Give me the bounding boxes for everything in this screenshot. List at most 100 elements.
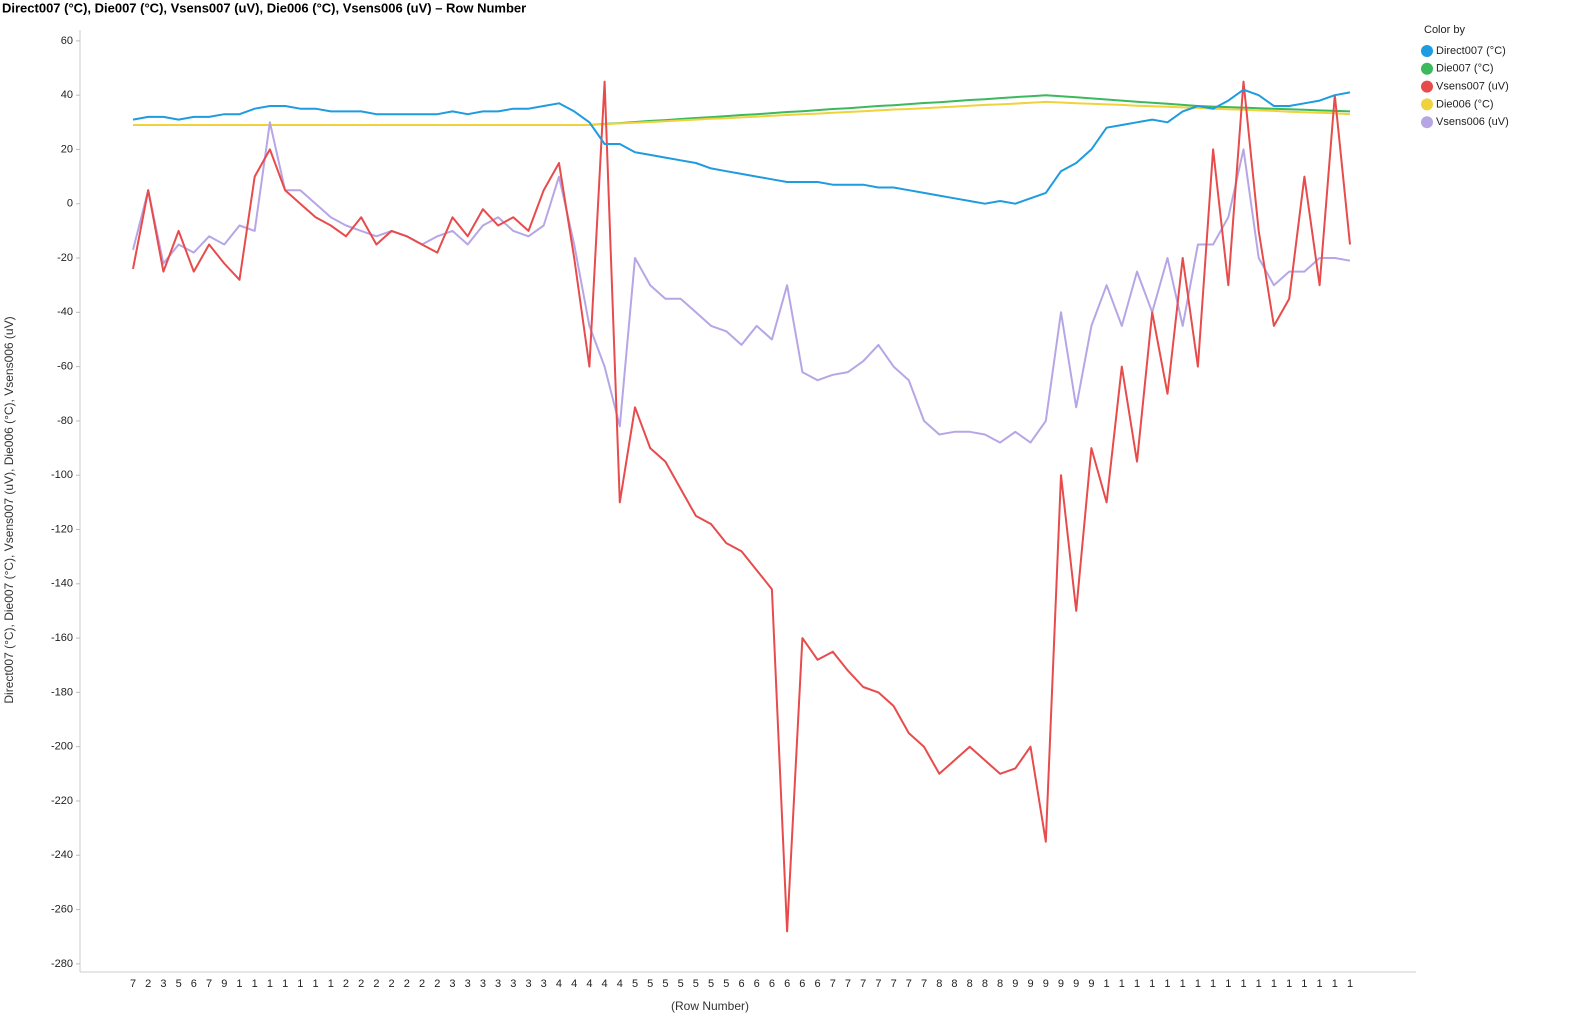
- legend-label: Vsens007 (uV): [1436, 81, 1509, 93]
- x-tick-label: 2: [434, 978, 440, 990]
- legend-swatch: [1421, 45, 1433, 57]
- x-tick-label: 1: [1271, 978, 1277, 990]
- x-tick-label: 1: [1149, 978, 1155, 990]
- x-axis-title: (Row Number): [671, 999, 749, 1013]
- x-tick-label: 6: [738, 978, 744, 990]
- x-tick-label: 1: [236, 978, 242, 990]
- x-tick-label: 9: [1058, 978, 1064, 990]
- y-tick-label: -80: [57, 415, 73, 427]
- x-tick-label: 3: [510, 978, 516, 990]
- x-tick-label: 8: [967, 978, 973, 990]
- x-tick-label: 5: [647, 978, 653, 990]
- x-tick-label: 3: [160, 978, 166, 990]
- x-tick-label: 1: [1347, 978, 1353, 990]
- x-tick-label: 6: [815, 978, 821, 990]
- x-tick-label: 1: [282, 978, 288, 990]
- y-tick-label: 20: [61, 143, 73, 155]
- legend-swatch: [1421, 116, 1433, 129]
- x-tick-label: 5: [693, 978, 699, 990]
- x-tick-label: 1: [1195, 978, 1201, 990]
- x-tick-label: 8: [951, 978, 957, 990]
- x-tick-label: 3: [495, 978, 501, 990]
- x-tick-label: 2: [358, 978, 364, 990]
- y-tick-label: -200: [51, 741, 73, 753]
- x-tick-label: 8: [982, 978, 988, 990]
- x-tick-label: 4: [602, 978, 608, 990]
- x-tick-label: 7: [860, 978, 866, 990]
- x-tick-label: 3: [449, 978, 455, 990]
- x-tick-label: 3: [525, 978, 531, 990]
- y-tick-label: -160: [51, 632, 73, 644]
- x-tick-label: 7: [891, 978, 897, 990]
- x-tick-label: 2: [343, 978, 349, 990]
- y-tick-label: 0: [67, 198, 73, 210]
- x-tick-label: 6: [754, 978, 760, 990]
- x-tick-label: 5: [678, 978, 684, 990]
- y-tick-label: -100: [51, 469, 73, 481]
- x-tick-label: 5: [708, 978, 714, 990]
- x-tick-label: 2: [145, 978, 151, 990]
- series-line: [132, 121, 1351, 444]
- y-tick-label: -180: [51, 686, 73, 698]
- x-tick-label: 1: [297, 978, 303, 990]
- x-tick-label: 7: [921, 978, 927, 990]
- y-tick-label: -40: [57, 306, 73, 318]
- x-tick-label: 1: [1119, 978, 1125, 990]
- x-tick-label: 7: [875, 978, 881, 990]
- x-tick-label: 1: [1317, 978, 1323, 990]
- x-tick-label: 5: [632, 978, 638, 990]
- x-tick-label: 1: [1240, 978, 1246, 990]
- x-tick-label: 1: [1180, 978, 1186, 990]
- x-tick-label: 1: [1332, 978, 1338, 990]
- x-tick-label: 8: [936, 978, 942, 990]
- x-tick-label: 1: [1134, 978, 1140, 990]
- x-tick-label: 1: [1256, 978, 1262, 990]
- x-tick-label: 2: [373, 978, 379, 990]
- x-tick-label: 5: [723, 978, 729, 990]
- y-tick-label: -140: [51, 578, 73, 590]
- x-tick-label: 9: [1088, 978, 1094, 990]
- x-tick-label: 5: [176, 978, 182, 990]
- x-tick-label: 1: [312, 978, 318, 990]
- x-tick-label: 9: [221, 978, 227, 990]
- x-tick-label: 8: [997, 978, 1003, 990]
- x-tick-label: 1: [1164, 978, 1170, 990]
- x-tick-label: 9: [1073, 978, 1079, 990]
- y-tick-label: 40: [61, 89, 73, 101]
- y-tick-label: -260: [51, 903, 73, 915]
- legend-label: Vsens006 (uV): [1436, 116, 1509, 128]
- x-tick-label: 1: [1225, 978, 1231, 990]
- legend-label: Direct007 (°C): [1436, 45, 1506, 57]
- x-tick-label: 7: [906, 978, 912, 990]
- x-tick-label: 1: [252, 978, 258, 990]
- chart-title: Direct007 (°C), Die007 (°C), Vsens007 (u…: [2, 0, 526, 15]
- x-tick-label: 1: [1210, 978, 1216, 990]
- x-tick-label: 9: [1012, 978, 1018, 990]
- x-tick-label: 4: [571, 978, 577, 990]
- legend-label: Die006 (°C): [1436, 98, 1494, 110]
- x-tick-label: 4: [586, 978, 592, 990]
- y-tick-label: -120: [51, 523, 73, 535]
- x-tick-label: 1: [1301, 978, 1307, 990]
- legend-title: Color by: [1424, 24, 1465, 36]
- x-tick-label: 1: [267, 978, 273, 990]
- x-tick-label: 6: [784, 978, 790, 990]
- x-tick-label: 1: [1104, 978, 1110, 990]
- series-line: [132, 88, 1351, 205]
- x-tick-label: 7: [206, 978, 212, 990]
- x-tick-label: 2: [389, 978, 395, 990]
- legend-swatch: [1421, 98, 1433, 111]
- x-tick-label: 4: [617, 978, 623, 990]
- legend-swatch: [1421, 80, 1433, 93]
- x-tick-label: 4: [556, 978, 562, 990]
- x-tick-label: 3: [465, 978, 471, 990]
- series-line: [133, 100, 1351, 126]
- x-tick-label: 2: [419, 978, 425, 990]
- series-line: [132, 80, 1351, 933]
- x-tick-label: 9: [1043, 978, 1049, 990]
- series-line: [133, 94, 1351, 126]
- x-tick-label: 9: [1027, 978, 1033, 990]
- legend-label: Die007 (°C): [1436, 63, 1494, 75]
- y-tick-label: 60: [61, 35, 73, 47]
